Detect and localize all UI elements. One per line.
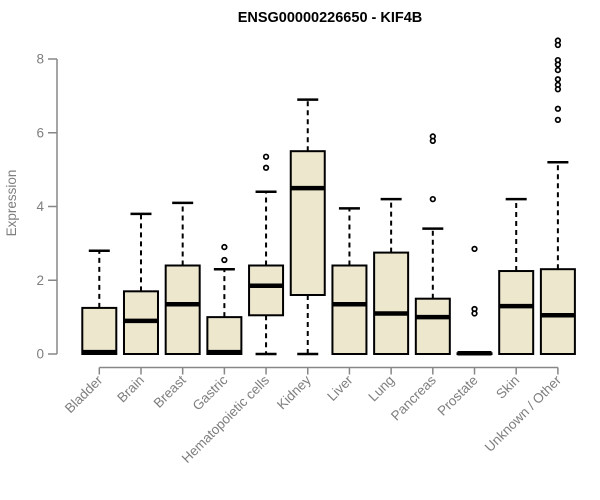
x-tick-label: Skin	[493, 373, 522, 402]
x-tick-label: Breast	[151, 372, 189, 410]
box	[289, 150, 326, 296]
outlier-point	[554, 76, 562, 83]
outlier-point	[471, 245, 478, 253]
outlier-point	[429, 195, 436, 203]
box	[206, 316, 243, 355]
x-tick-label: Liver	[324, 372, 356, 404]
outlier-point	[554, 86, 562, 93]
y-axis-label: Expression	[4, 170, 19, 237]
x-tick-label: Kidney	[274, 372, 314, 412]
outlier-point	[554, 66, 562, 74]
box	[164, 264, 201, 355]
y-tick-label: 2	[36, 273, 44, 288]
x-tick-label: Unknown / Other	[482, 372, 565, 455]
x-tick-label: Brain	[114, 373, 147, 406]
outlier-point	[554, 116, 562, 123]
x-tick-label: Pancreas	[388, 372, 439, 423]
box	[81, 306, 118, 355]
y-tick-label: 4	[36, 199, 44, 214]
x-tick-label: Bladder	[62, 372, 106, 416]
outlier-point	[554, 41, 562, 49]
x-tick-label: Prostate	[434, 373, 480, 419]
y-tick-label: 6	[36, 125, 44, 140]
outlier-point	[554, 105, 562, 112]
y-tick-label: 0	[36, 347, 44, 362]
y-tick-label: 8	[36, 52, 44, 67]
x-tick-label: Lung	[365, 373, 397, 405]
outlier-point	[471, 310, 478, 317]
chart-title: ENSG00000226650 - KIF4B	[238, 10, 423, 26]
box	[539, 268, 576, 355]
outlier-point	[554, 61, 562, 68]
box	[414, 297, 451, 355]
outlier-point	[221, 256, 228, 264]
outlier-point	[221, 243, 228, 251]
outlier-point	[262, 164, 270, 171]
x-tick-label: Gastric	[190, 372, 231, 413]
box	[498, 270, 535, 355]
outlier-point	[262, 153, 270, 160]
box	[373, 251, 410, 355]
box	[248, 264, 285, 317]
outlier-point	[429, 137, 436, 145]
box	[331, 264, 368, 355]
